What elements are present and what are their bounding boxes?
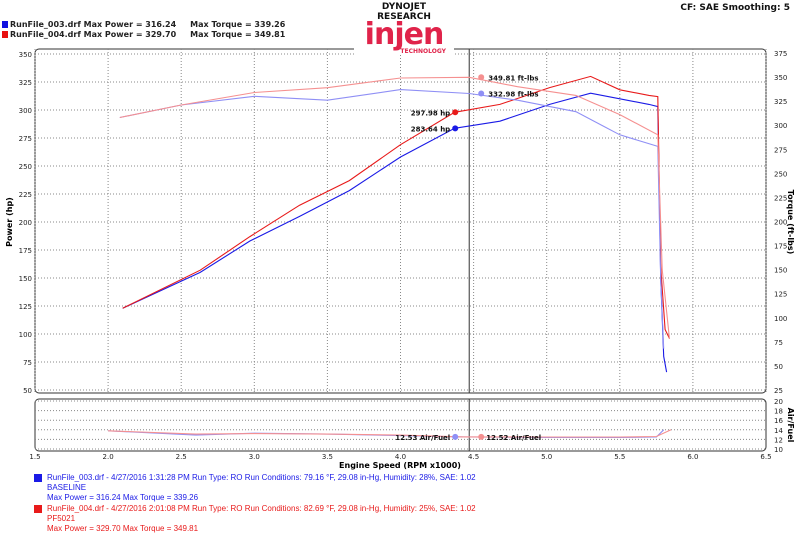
x-tick-label: 6.0: [687, 453, 698, 461]
header-run-004: RunFile_004.drf Max Power = 329.70 Max To…: [2, 30, 285, 39]
y2-tick-label: 300: [774, 122, 787, 130]
dyno-chart: 50 75 100 125 150 175 200 225 250 275 300 325 350 25 5…: [5, 48, 795, 470]
run-004-torque: Max Torque = 349.81: [190, 30, 286, 39]
y2-tick-label: 275: [774, 146, 787, 154]
series-line-0: [122, 92, 668, 373]
y2-tick-label: 100: [774, 315, 787, 323]
x-tick-label: 6.5: [760, 453, 771, 461]
legend-line2: PF5021: [47, 514, 76, 523]
afr-marker-label: 12.52 Air/Fuel: [486, 434, 541, 442]
run-003-torque: Max Torque = 339.26: [190, 20, 286, 29]
x-axis-label: Engine Speed (RPM x1000): [339, 461, 461, 470]
marker-label: 332.98 ft-lbs: [488, 90, 538, 98]
y2-tick-label: 125: [774, 291, 787, 299]
legend-run-004: RunFile_004.drf - 4/27/2016 2:01:08 PM R…: [34, 504, 476, 534]
y-tick-label: 300: [19, 107, 32, 115]
afr-marker-dot: [452, 433, 459, 440]
y2-tick-label: 350: [774, 74, 787, 82]
marker-label: 349.81 ft-lbs: [488, 74, 538, 82]
afr-tick-label: 20: [774, 398, 783, 406]
y-tick-label: 150: [19, 275, 32, 283]
legend-run-003: RunFile_003.drf - 4/27/2016 1:31:28 PM R…: [34, 473, 476, 503]
y-tick-label: 75: [23, 359, 32, 367]
cf-smoothing: CF: SAE Smoothing: 5: [680, 3, 790, 13]
run-003-power: RunFile_003.drf Max Power = 316.24: [10, 20, 177, 29]
x-tick-label: 2.0: [103, 453, 114, 461]
red-swatch-icon: [2, 31, 8, 38]
legend-line2: BASELINE: [47, 483, 87, 492]
x-tick-label: 1.5: [29, 453, 40, 461]
afr-tick-label: 18: [774, 408, 783, 416]
x-tick-label: 4.5: [468, 453, 479, 461]
x-tick-label: 5.0: [541, 453, 552, 461]
afr-tick-label: 12: [774, 436, 783, 444]
y2-tick-label: 375: [774, 50, 787, 58]
y2-tick-label: 250: [774, 170, 787, 178]
afr-line-0: [108, 429, 665, 439]
y2-axis-label: Torque (ft-lbs): [786, 190, 795, 255]
main-plot-frame: [34, 48, 767, 394]
y-tick-label: 125: [19, 303, 32, 311]
afr-line-1: [108, 429, 672, 438]
y2-tick-label: 75: [774, 339, 783, 347]
afr-plot-frame: [34, 398, 767, 452]
marker-dot: [478, 74, 485, 81]
y-tick-label: 250: [19, 163, 32, 171]
red-swatch-icon: [34, 505, 42, 513]
y-tick-label: 100: [19, 331, 32, 339]
legend-line3: Max Power = 316.24 Max Torque = 339.26: [47, 493, 199, 502]
y2-tick-label: 225: [774, 194, 787, 202]
afr-tick-label: 10: [774, 446, 783, 454]
y2-tick-label: 325: [774, 98, 787, 106]
y2-tick-label: 175: [774, 243, 787, 251]
afr-axis-label: Air/Fuel: [786, 408, 795, 443]
logo-top: DYNOJET RESEARCH: [377, 2, 431, 22]
y-tick-label: 200: [19, 219, 32, 227]
header-run-003: RunFile_003.drf Max Power = 316.24 Max To…: [2, 20, 285, 29]
marker-dot: [452, 125, 459, 132]
x-tick-label: 5.5: [614, 453, 625, 461]
y2-tick-label: 150: [774, 267, 787, 275]
y-tick-label: 50: [23, 387, 32, 395]
x-tick-label: 3.5: [322, 453, 333, 461]
afr-tick-label: 16: [774, 417, 783, 425]
afr-tick-label: 14: [774, 427, 783, 435]
y-tick-label: 325: [19, 79, 32, 87]
series-line-3: [119, 76, 671, 340]
run-004-power: RunFile_004.drf Max Power = 329.70: [10, 30, 177, 39]
logo-main: injen: [364, 17, 445, 52]
x-tick-label: 3.0: [249, 453, 260, 461]
marker-label: 297.98 hp: [411, 109, 450, 117]
y-axis-label: Power (hp): [5, 197, 14, 247]
y2-tick-label: 25: [774, 387, 783, 395]
y-tick-label: 350: [19, 51, 32, 59]
afr-marker-dot: [478, 433, 485, 440]
y2-tick-label: 200: [774, 219, 787, 227]
series-line-2: [119, 89, 665, 349]
marker-dot: [452, 109, 459, 116]
y2-tick-label: 50: [774, 363, 783, 371]
legend-line3: Max Power = 329.70 Max Torque = 349.81: [47, 524, 199, 533]
injen-logo: DYNOJET RESEARCH injen TECHNOLOGY: [354, 2, 454, 55]
marker-label: 283.64 hp: [411, 125, 450, 133]
afr-marker-label: 12.53 Air/Fuel: [395, 434, 450, 442]
blue-swatch-icon: [2, 21, 8, 28]
legend-line1: RunFile_004.drf - 4/27/2016 2:01:08 PM R…: [47, 504, 476, 513]
marker-dot: [478, 90, 485, 97]
legend-line1: RunFile_003.drf - 4/27/2016 1:31:28 PM R…: [47, 473, 476, 482]
y-tick-label: 225: [19, 191, 32, 199]
blue-swatch-icon: [34, 474, 42, 482]
x-tick-label: 2.5: [176, 453, 187, 461]
x-tick-label: 4.0: [395, 453, 406, 461]
series-line-1: [122, 75, 670, 339]
y-tick-label: 175: [19, 247, 32, 255]
y-tick-label: 275: [19, 135, 32, 143]
